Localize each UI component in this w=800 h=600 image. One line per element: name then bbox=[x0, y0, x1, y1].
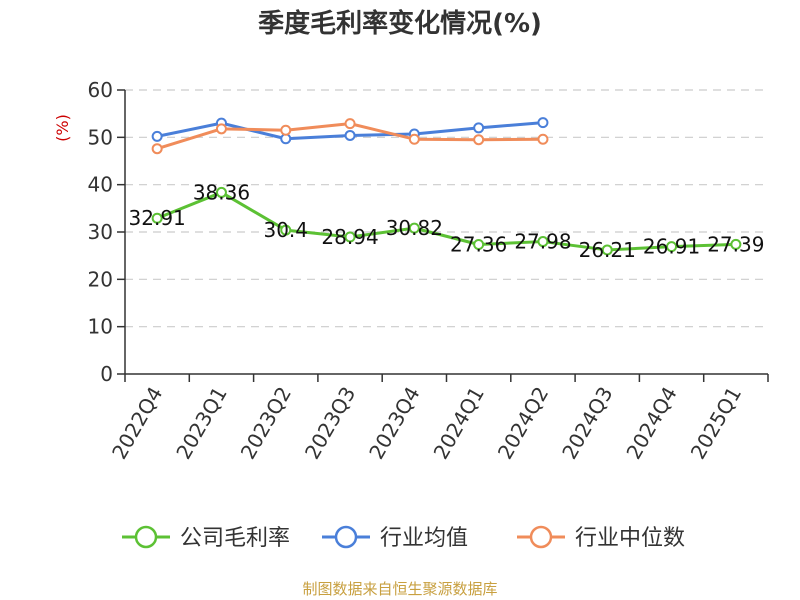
data-point bbox=[215, 123, 227, 135]
source-text: 制图数据来自恒生聚源数据库 bbox=[302, 580, 497, 598]
legend: 公司毛利率 行业均值 行业中位数 bbox=[122, 525, 685, 551]
data-point bbox=[666, 241, 678, 253]
x-tick-label: 2025Q1 bbox=[686, 383, 746, 464]
data-point bbox=[280, 124, 292, 136]
y-axis-label: (%) bbox=[53, 114, 72, 142]
data-label: 27.98 bbox=[514, 230, 571, 254]
data-point bbox=[151, 212, 163, 224]
data-point bbox=[151, 130, 163, 142]
x-tick-label: 2023Q3 bbox=[300, 383, 360, 464]
data-point bbox=[473, 134, 485, 146]
x-tick-label: 2024Q4 bbox=[621, 383, 681, 464]
x-tick-label: 2023Q4 bbox=[364, 383, 424, 464]
data-point bbox=[215, 186, 227, 198]
data-point bbox=[151, 143, 163, 155]
x-tick-label: 2024Q2 bbox=[493, 383, 553, 464]
data-label: 28.94 bbox=[321, 225, 378, 249]
data-point bbox=[473, 238, 485, 250]
data-point bbox=[280, 224, 292, 236]
grid bbox=[125, 89, 768, 328]
y-tick-label: 20 bbox=[88, 267, 113, 291]
legend-label: 公司毛利率 bbox=[180, 526, 290, 551]
data-point bbox=[344, 118, 356, 130]
data-point bbox=[537, 236, 549, 248]
data-point bbox=[601, 244, 613, 256]
data-point bbox=[537, 133, 549, 145]
x-tick-label: 2024Q3 bbox=[557, 383, 617, 464]
legend-label: 行业均值 bbox=[380, 526, 468, 551]
y-tick-label: 0 bbox=[100, 362, 113, 386]
legend-label: 行业中位数 bbox=[575, 526, 685, 551]
y-tick-label: 40 bbox=[88, 173, 113, 197]
data-point bbox=[473, 122, 485, 134]
series bbox=[151, 117, 742, 256]
y-tick-label: 50 bbox=[88, 125, 113, 149]
y-tick-label: 10 bbox=[88, 315, 113, 339]
data-label: 38.36 bbox=[193, 180, 250, 204]
x-tick-label: 2023Q1 bbox=[171, 383, 231, 464]
legend-marker bbox=[134, 525, 158, 549]
legend-marker bbox=[334, 525, 358, 549]
data-point bbox=[730, 238, 742, 250]
data-label: 32.91 bbox=[129, 206, 186, 230]
y-tick-label: 60 bbox=[88, 78, 113, 102]
legend-marker bbox=[529, 525, 553, 549]
data-label: 30.82 bbox=[386, 216, 443, 240]
data-label: 27.39 bbox=[707, 232, 764, 256]
data-point bbox=[537, 117, 549, 129]
chart-title: 季度毛利率变化情况(%) bbox=[258, 8, 542, 39]
y-tick-label: 30 bbox=[88, 220, 113, 244]
data-point bbox=[408, 133, 420, 145]
x-tick-label: 2022Q4 bbox=[107, 383, 167, 464]
data-label: 26.21 bbox=[579, 238, 636, 262]
data-point bbox=[344, 129, 356, 141]
data-label: 27.36 bbox=[450, 232, 507, 256]
data-labels: 32.91 38.36 30.4 28.94 30.82 27.36 27.98 26.21 2… bbox=[129, 180, 765, 262]
data-label: 26.91 bbox=[643, 235, 700, 259]
data-point bbox=[344, 231, 356, 243]
data-label: 30.4 bbox=[263, 218, 308, 242]
x-tick-label: 2023Q2 bbox=[236, 383, 296, 464]
series-line-0 bbox=[156, 190, 736, 252]
x-tick-label: 2024Q1 bbox=[429, 383, 489, 464]
data-point bbox=[408, 222, 420, 234]
